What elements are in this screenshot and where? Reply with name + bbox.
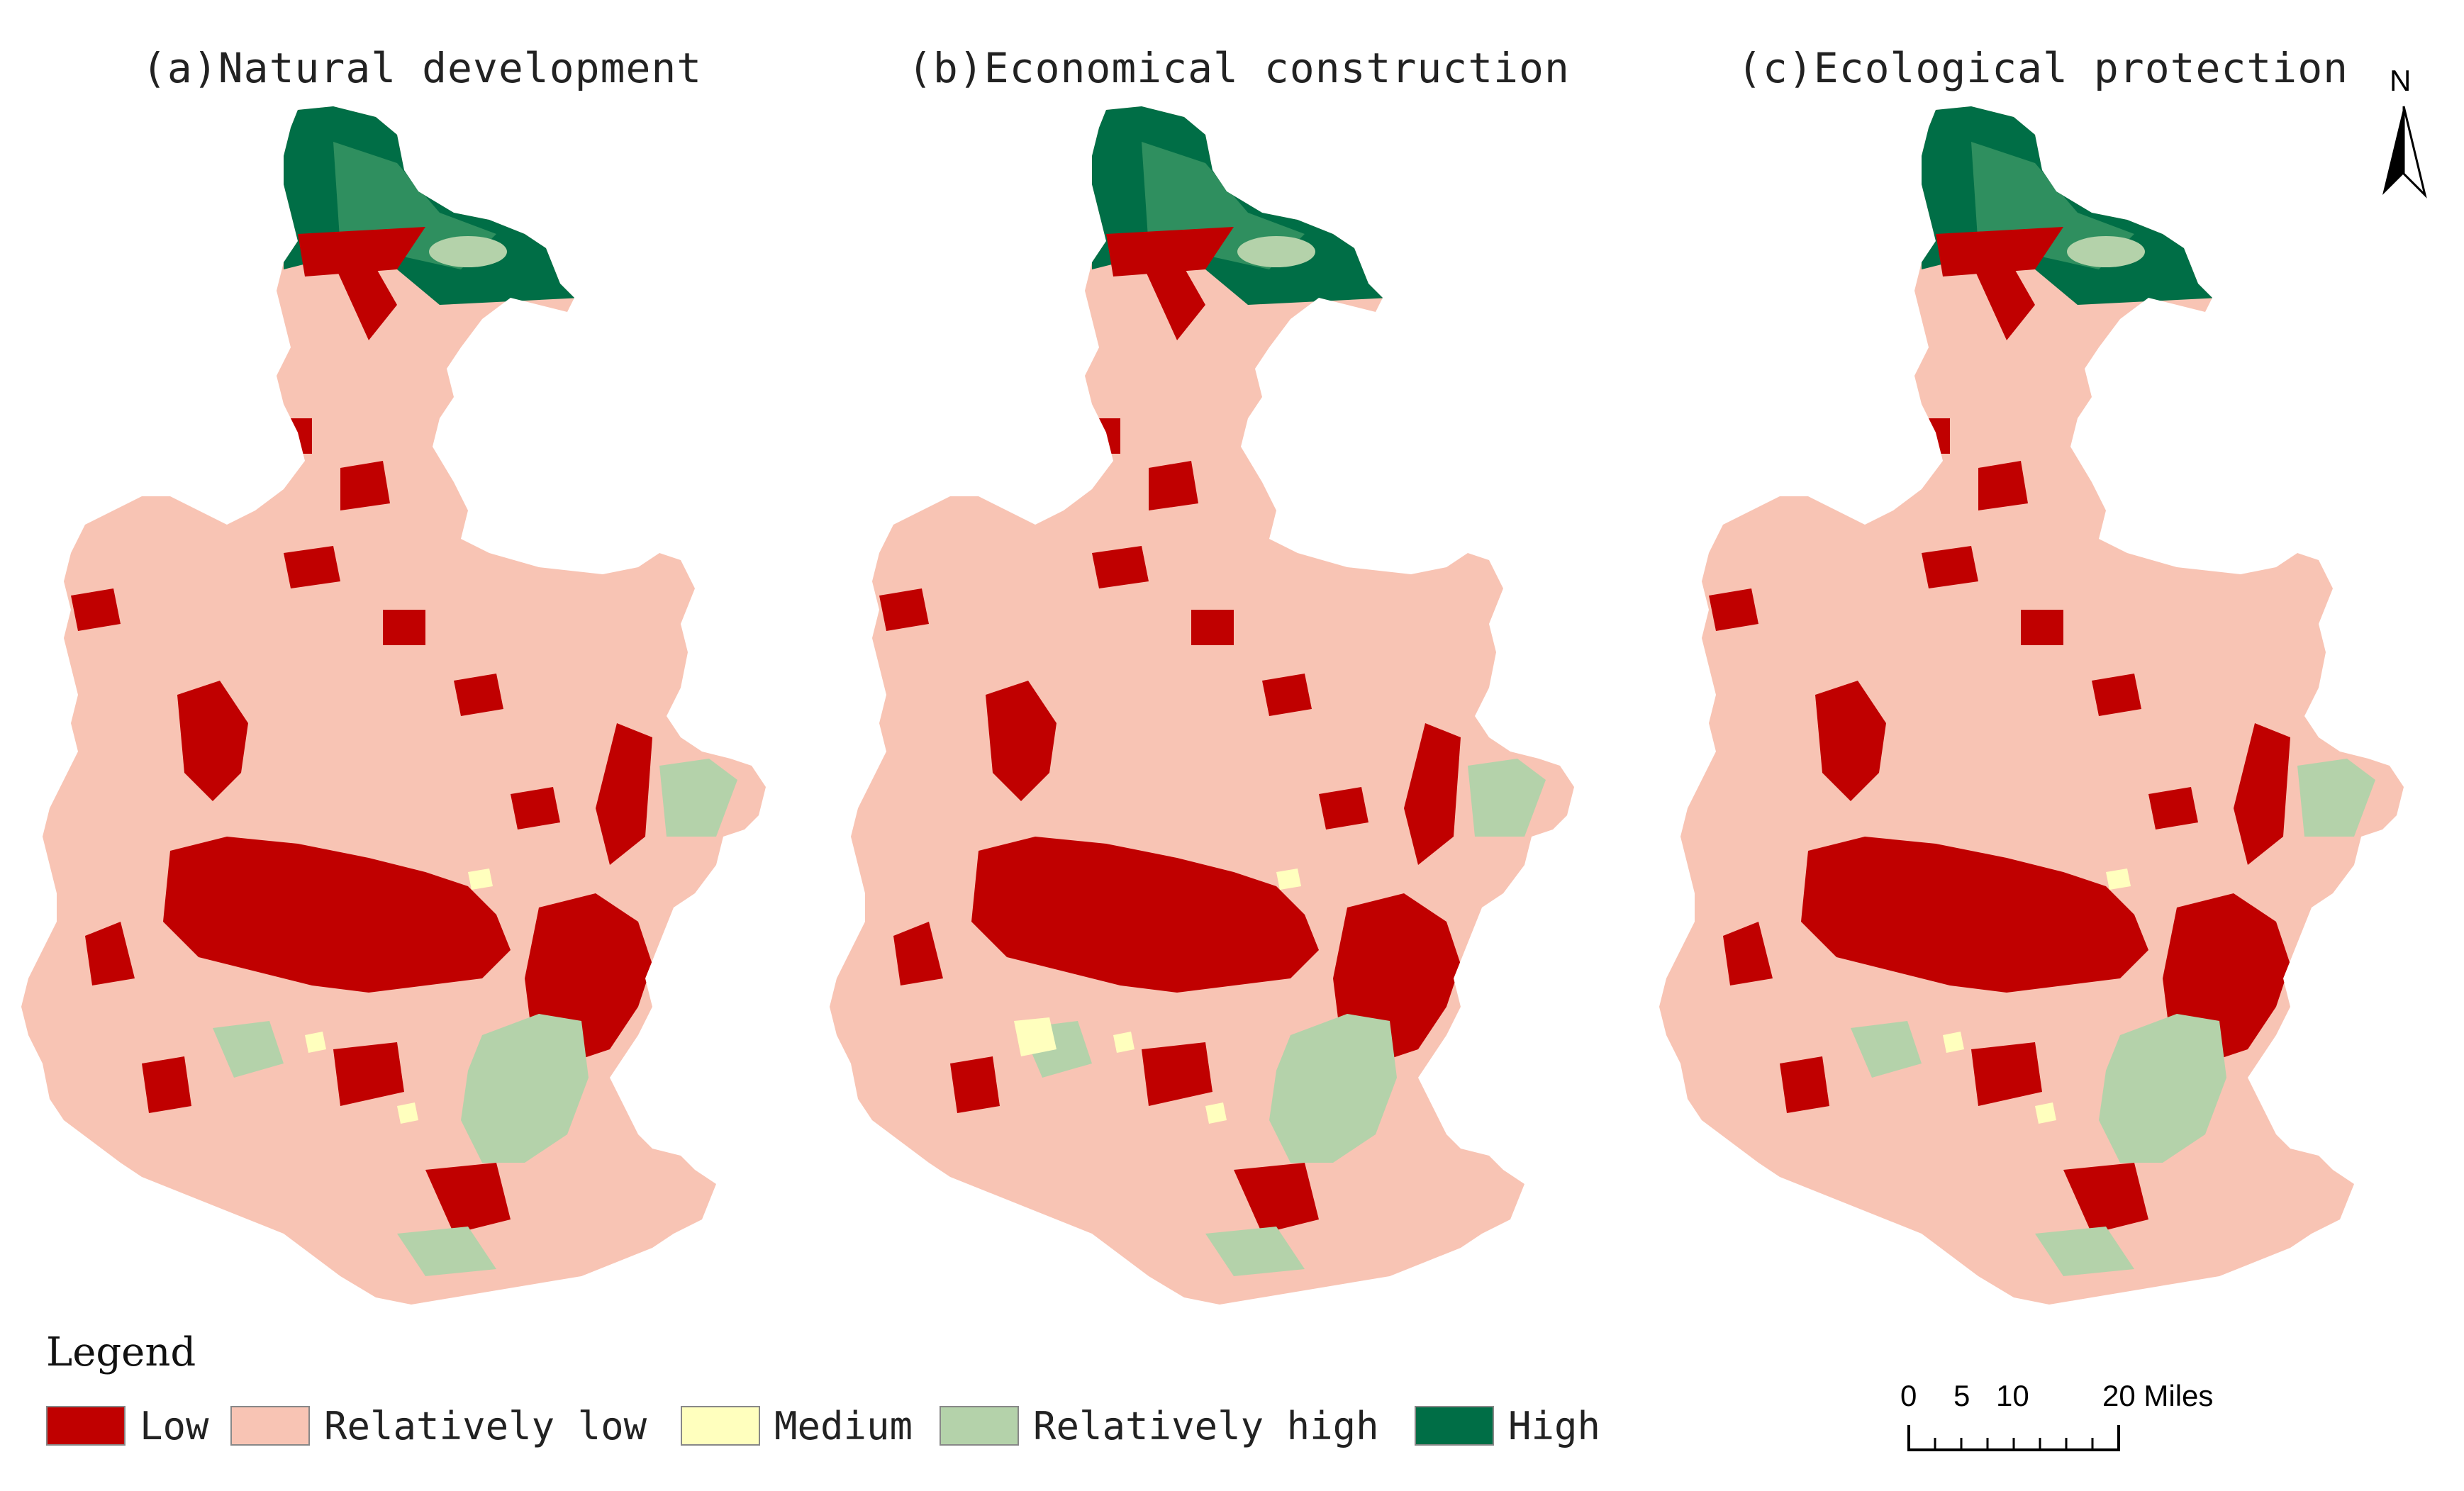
legend-item-relatively-high: Relatively high <box>940 1404 1379 1448</box>
legend-label-relatively-high: Relatively high <box>1033 1403 1379 1448</box>
legend-label-low: Low <box>140 1403 209 1448</box>
scale-label-20-miles: 20 Miles <box>2102 1379 2214 1412</box>
scale-label-0: 0 <box>1900 1379 1917 1412</box>
scale-bar <box>1907 1425 2120 1451</box>
legend-swatch-relatively-high <box>940 1406 1019 1446</box>
legend-swatch-relatively-low <box>230 1406 310 1446</box>
panel-title-a: (a)Natural development <box>142 44 703 92</box>
north-arrow-icon <box>2382 106 2427 199</box>
legend-label-high: High <box>1508 1403 1601 1448</box>
legend-label-relatively-low: Relatively low <box>324 1403 647 1448</box>
scale-label-10: 10 <box>1996 1379 2029 1412</box>
legend-title: Legend <box>46 1329 196 1375</box>
legend-swatch-medium <box>681 1406 760 1446</box>
legend-item-high: High <box>1415 1404 1600 1448</box>
north-arrow-label: N <box>2390 64 2412 97</box>
scale-label-5: 5 <box>1953 1379 1970 1412</box>
legend-item-medium: Medium <box>681 1404 913 1448</box>
maps-canvas <box>0 0 2464 1333</box>
legend-swatch-low <box>46 1406 126 1446</box>
map-panel-c <box>1659 99 2404 1305</box>
legend-item-relatively-low: Relatively low <box>230 1404 647 1448</box>
map-panel-a <box>21 99 766 1305</box>
legend-item-low: Low <box>46 1404 209 1448</box>
map-panel-b <box>830 99 1574 1305</box>
legend-swatch-high <box>1415 1406 1494 1446</box>
legend-label-medium: Medium <box>774 1403 913 1448</box>
panel-title-b: (b)Economical construction <box>908 44 1570 92</box>
panel-title-c: (c)Ecological protection <box>1737 44 2349 92</box>
